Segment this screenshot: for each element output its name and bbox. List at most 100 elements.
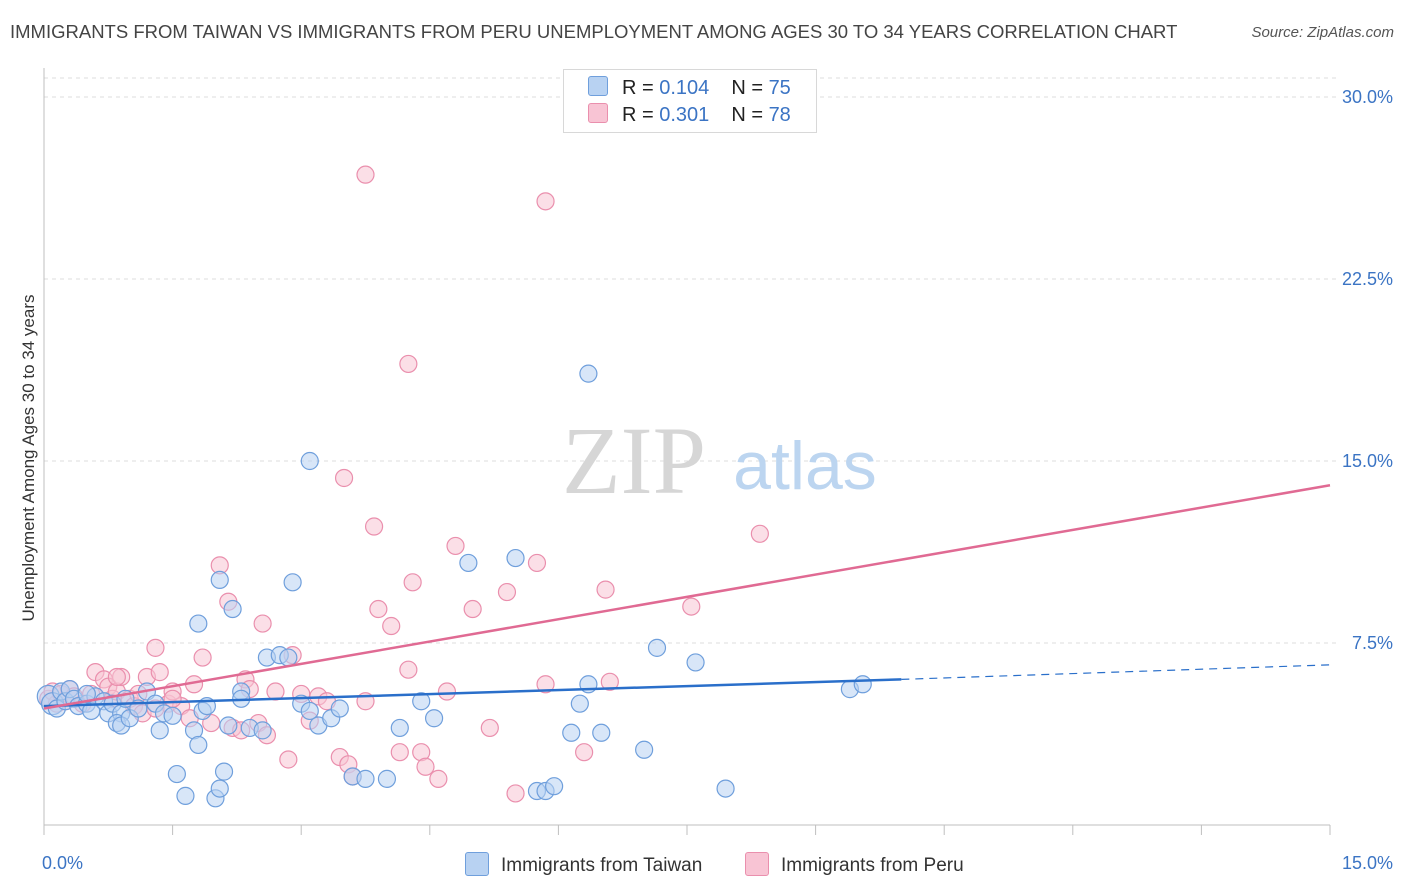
- trend-line-taiwan: [43, 678, 902, 708]
- x-tick-label-max: 15.0%: [1342, 853, 1393, 873]
- correlation-legend: R = 0.104 N = 75 R = 0.301 N = 78: [563, 69, 817, 133]
- legend-swatch-peru: [588, 103, 608, 123]
- taiwan-point: [562, 723, 581, 742]
- taiwan-point: [545, 777, 564, 796]
- taiwan-point: [686, 653, 705, 672]
- peru-point: [364, 517, 384, 536]
- peru-point: [382, 616, 401, 636]
- legend-r-value-taiwan: 0.104: [659, 77, 710, 99]
- watermark-atlas: atlas: [733, 428, 877, 504]
- y-tick-label: 22.5%: [1342, 269, 1393, 289]
- bottom-legend-taiwan: Immigrants from Taiwan: [465, 852, 702, 877]
- taiwan-point: [647, 638, 667, 657]
- taiwan-point: [330, 699, 349, 718]
- peru-point: [150, 663, 169, 682]
- taiwan-point: [592, 723, 611, 742]
- taiwan-point: [300, 451, 319, 471]
- taiwan-point: [570, 694, 589, 713]
- taiwan-point: [424, 709, 444, 728]
- y-tick-label: 30.0%: [1342, 87, 1393, 107]
- peru-point: [463, 599, 482, 619]
- taiwan-point: [214, 762, 234, 781]
- taiwan-point: [219, 716, 238, 735]
- peru-point: [596, 580, 615, 599]
- legend-r-label: R =: [622, 77, 660, 99]
- legend-r-label: R =: [622, 104, 660, 126]
- y-axis-label: Unemployment Among Ages 30 to 34 years: [19, 295, 38, 622]
- taiwan-point: [283, 573, 302, 592]
- peru-point: [403, 573, 422, 592]
- watermark-zip: ZIP: [562, 407, 706, 514]
- taiwan-point: [716, 779, 735, 798]
- peru-point: [750, 524, 769, 543]
- peru-point: [446, 536, 465, 556]
- taiwan-point: [150, 721, 169, 740]
- bottom-legend-swatch-peru: [745, 852, 769, 876]
- legend-n-label: N =: [731, 77, 769, 99]
- legend-n-value-peru: 78: [768, 104, 791, 126]
- bottom-legend-peru: Immigrants from Peru: [745, 852, 964, 877]
- peru-point: [369, 599, 388, 619]
- peru-point: [497, 582, 517, 602]
- peru-point: [107, 667, 126, 687]
- taiwan-point: [210, 570, 229, 590]
- tick-labels: 7.5% 15.0% 22.5% 30.0% 0.0% 15.0%: [42, 87, 1393, 873]
- grid-lines: [44, 77, 1336, 644]
- peru-point: [575, 743, 594, 762]
- y-tick-label: 15.0%: [1342, 451, 1393, 471]
- legend-row-taiwan: R = 0.104 N = 75: [588, 76, 791, 100]
- watermark: ZIP atlas: [562, 407, 877, 514]
- peru-point: [429, 769, 448, 788]
- peru-point: [399, 660, 418, 679]
- taiwan-point: [506, 548, 525, 568]
- peru-point: [600, 672, 619, 691]
- peru-point: [682, 597, 701, 616]
- peru-point: [416, 757, 435, 776]
- legend-r-value-peru: 0.301: [659, 104, 710, 126]
- chart-source: Source: ZipAtlas.com: [1251, 24, 1394, 41]
- taiwan-point: [189, 614, 208, 633]
- peru-point: [506, 784, 525, 803]
- taiwan-point: [579, 364, 598, 383]
- taiwan-point: [300, 701, 319, 721]
- legend-row-peru: R = 0.301 N = 78: [588, 103, 791, 127]
- peru-point: [279, 750, 298, 769]
- series-taiwan-points: [36, 364, 872, 808]
- taiwan-point: [210, 779, 229, 798]
- taiwan-point: [77, 684, 96, 704]
- bottom-legend-label-peru: Immigrants from Peru: [781, 855, 964, 876]
- taiwan-point: [459, 553, 478, 573]
- taiwan-point: [189, 735, 208, 755]
- bottom-legend-label-taiwan: Immigrants from Taiwan: [501, 855, 703, 876]
- trend-line-peru: [43, 484, 1331, 710]
- bottom-legend-swatch-taiwan: [465, 852, 489, 876]
- peru-point: [356, 165, 375, 184]
- peru-point: [390, 743, 409, 762]
- chart-title: IMMIGRANTS FROM TAIWAN VS IMMIGRANTS FRO…: [10, 21, 1178, 42]
- taiwan-point: [853, 675, 872, 694]
- x-tick-label-min: 0.0%: [42, 853, 83, 873]
- peru-point: [334, 468, 354, 488]
- peru-point: [253, 614, 272, 633]
- taiwan-point: [167, 764, 186, 784]
- peru-point: [536, 675, 555, 694]
- peru-point: [437, 682, 457, 701]
- peru-point: [146, 638, 165, 657]
- peru-point: [480, 718, 499, 738]
- taiwan-point: [279, 648, 298, 667]
- legend-n-label: N =: [731, 104, 769, 126]
- taiwan-point: [390, 718, 409, 738]
- taiwan-point: [253, 721, 272, 740]
- legend-n-value-taiwan: 75: [768, 77, 791, 99]
- taiwan-point: [176, 786, 195, 805]
- legend-swatch-taiwan: [588, 76, 608, 96]
- taiwan-point: [377, 769, 397, 788]
- taiwan-point: [223, 599, 242, 619]
- trend-lines: [43, 484, 1331, 710]
- peru-point: [536, 192, 555, 211]
- peru-point: [193, 648, 212, 667]
- taiwan-point: [635, 740, 654, 759]
- taiwan-point: [356, 769, 375, 788]
- trend-line-taiwan-extension: [901, 664, 1331, 680]
